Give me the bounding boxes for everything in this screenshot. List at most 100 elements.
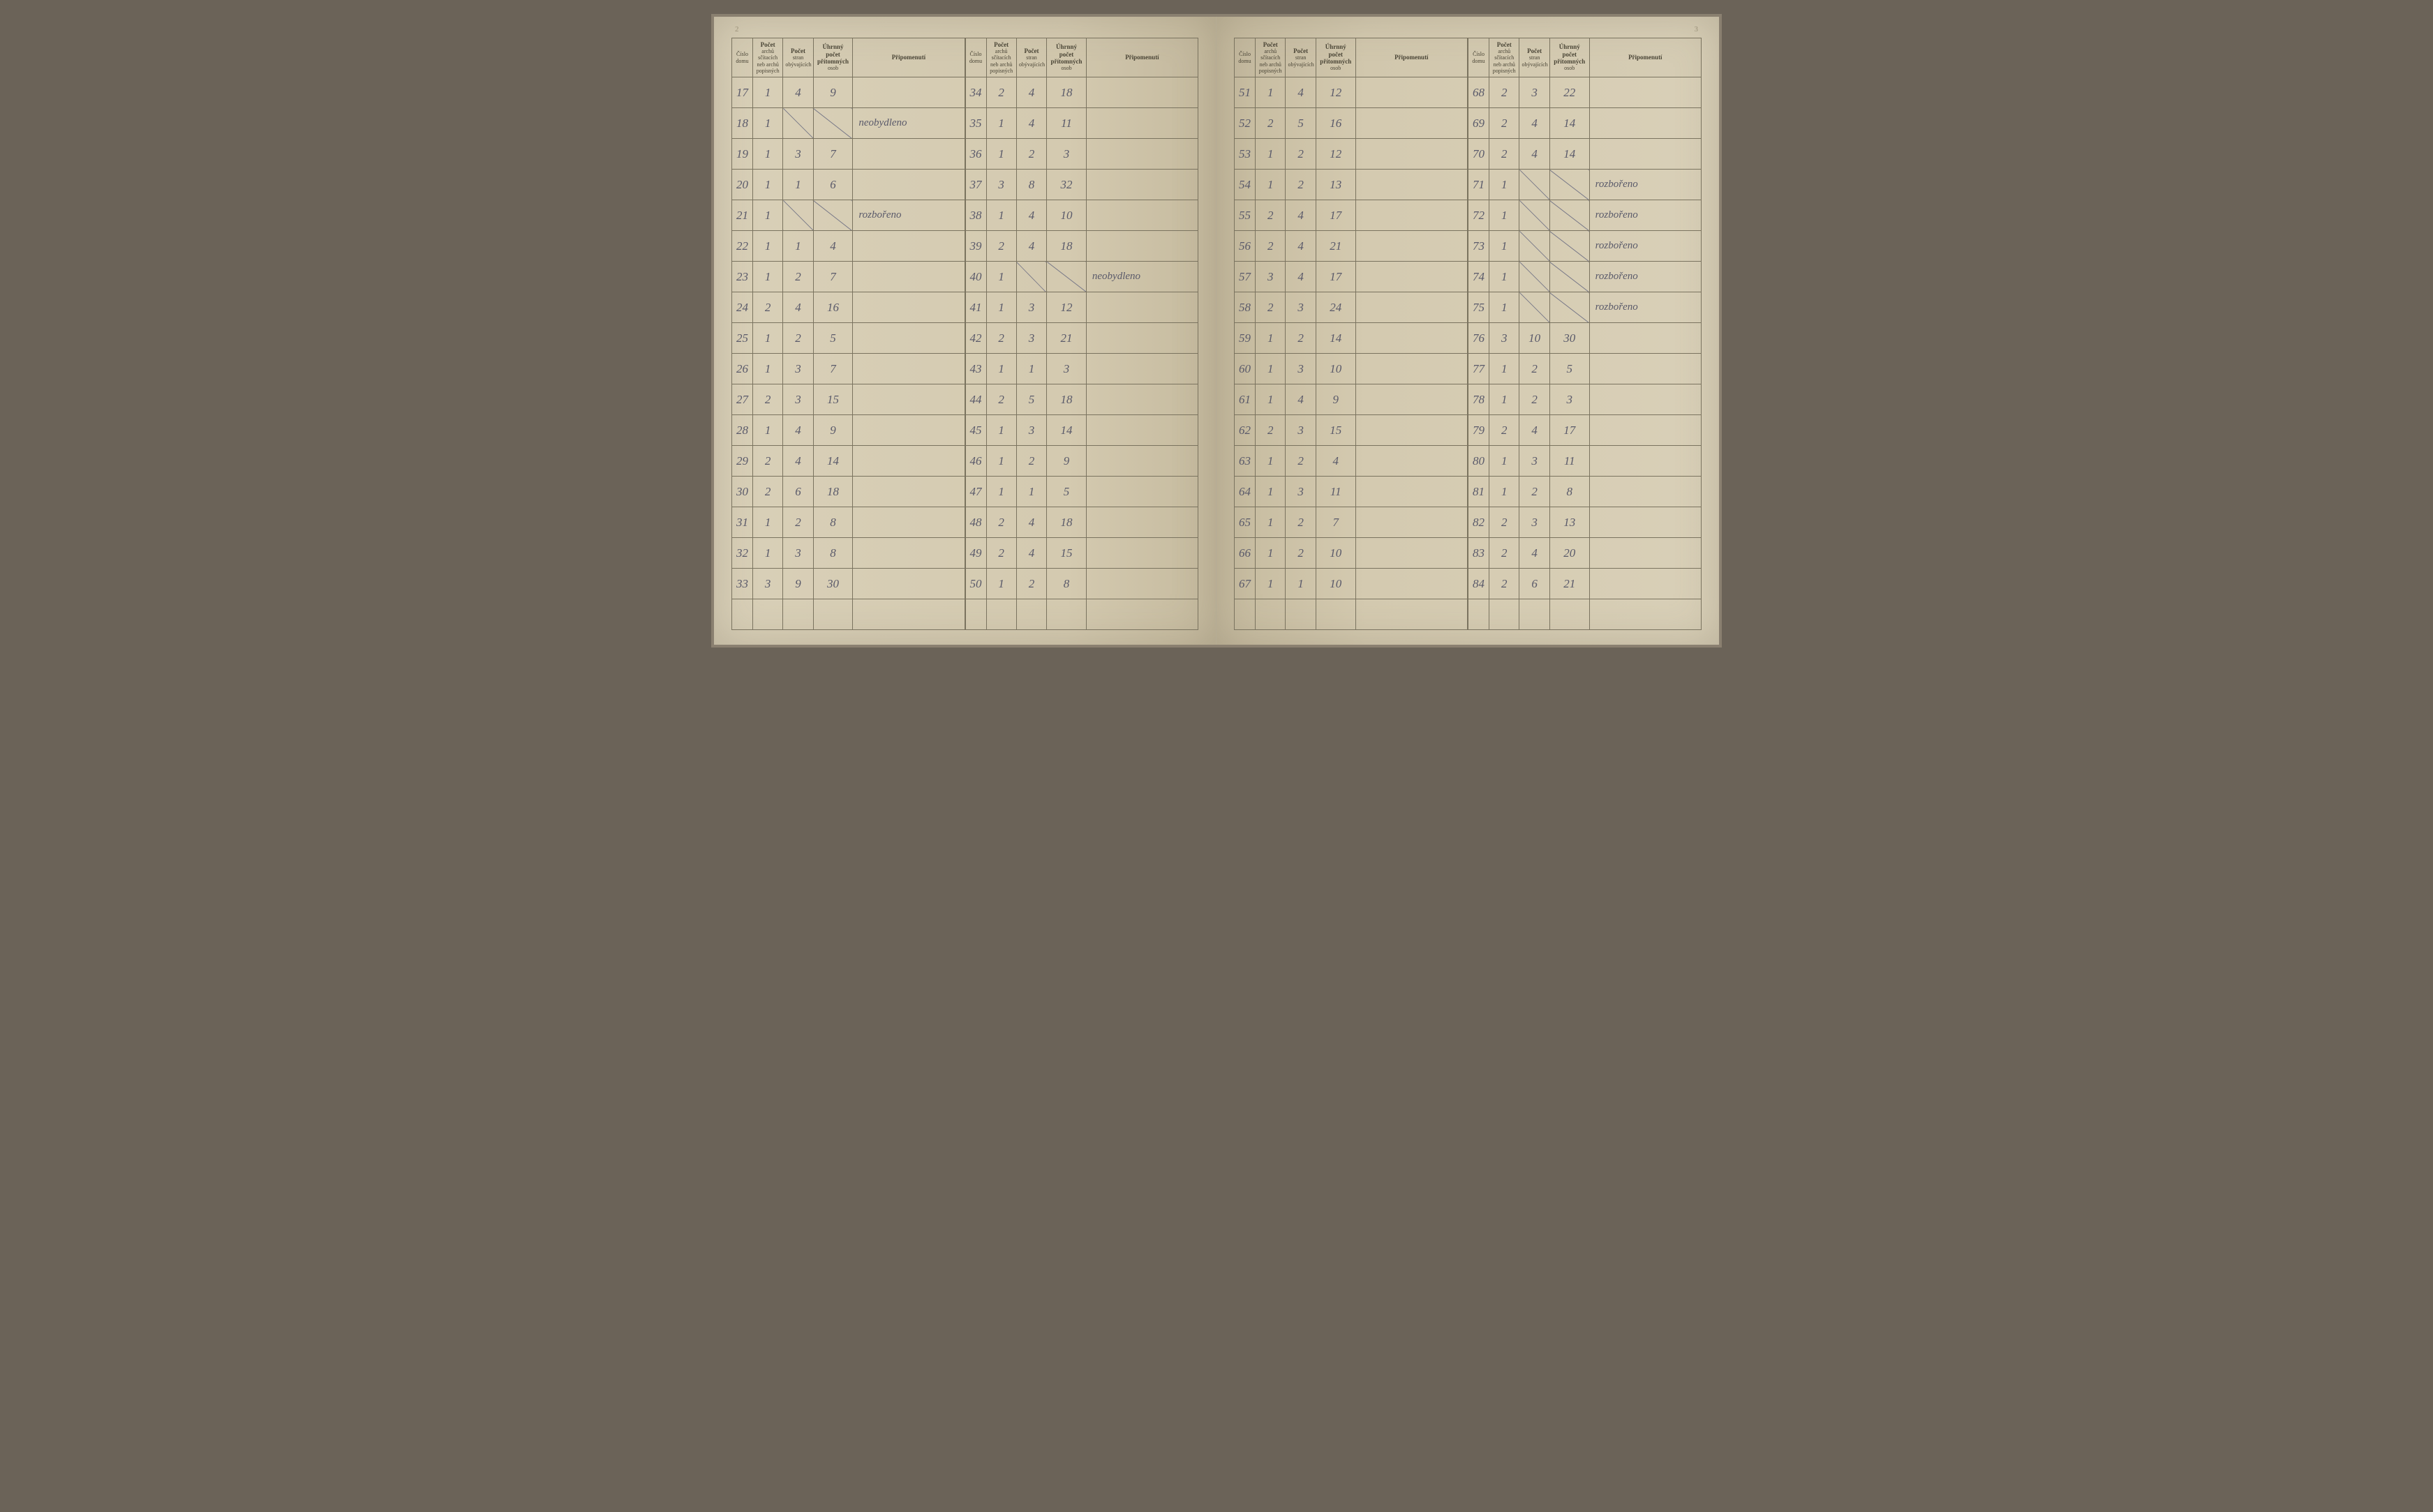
column-header: Početstran obývajících [1519,38,1549,77]
table-cell [1519,170,1549,200]
table-cell [1589,77,1701,108]
table-cell: 18 [1047,77,1087,108]
table-row: 801311 [1468,446,1702,477]
table-row: 32138 [732,538,965,569]
table-cell: 4 [1519,108,1549,139]
table-cell: 19 [732,139,753,170]
table-cell [1086,569,1198,599]
table-cell: 24 [1316,292,1355,323]
table-cell: 2 [783,262,813,292]
table-row: 392418 [965,231,1198,262]
table-cell: 2 [1489,507,1519,538]
table-row: 832420 [1468,538,1702,569]
table-row: 31128 [732,507,965,538]
table-cell: 4 [1016,77,1046,108]
table-cell [1589,446,1701,477]
table-row: 411312 [965,292,1198,323]
table-row: 7631030 [1468,323,1702,354]
table-cell: 3 [1519,446,1549,477]
table-cell: 4 [783,446,813,477]
table-cell: 30 [1549,323,1589,354]
table-cell: 2 [986,231,1016,262]
column-header: Číslo domu [1468,38,1489,77]
table-cell: 32 [1047,170,1087,200]
table-cell: 4 [783,292,813,323]
table-cell: 15 [1316,415,1355,446]
table-cell: 3 [986,170,1016,200]
table-cell: 8 [1549,477,1589,507]
table-cell: 74 [1468,262,1489,292]
table-row: 401neobydleno [965,262,1198,292]
left-page: 2 Číslo domuPočetarchů sčítacích neb arc… [714,17,1216,645]
table-cell [1047,599,1087,630]
table-cell: 4 [1016,200,1046,231]
table-row: 46129 [965,446,1198,477]
table-cell [1256,599,1286,630]
table-cell: 32 [732,538,753,569]
table-cell [1355,415,1467,446]
table-cell [1589,569,1701,599]
table-cell: 16 [813,292,853,323]
table-cell: 1 [1256,538,1286,569]
table-row: 181neobydleno [732,108,965,139]
table-row: 692414 [1468,108,1702,139]
table-cell [1589,415,1701,446]
table-cell: 4 [1286,77,1316,108]
table-cell: 4 [783,415,813,446]
table-cell: 83 [1468,538,1489,569]
table-cell: 3 [1286,354,1316,384]
table-cell: 1 [753,262,783,292]
table-cell [853,170,965,200]
table-row: 731rozbořeno [1468,231,1702,262]
table-cell: 1 [1489,292,1519,323]
table-cell: 18 [1047,507,1087,538]
table-cell [853,262,965,292]
table-cell: 4 [1016,507,1046,538]
column-header: Číslo domu [1235,38,1256,77]
table-cell [1355,323,1467,354]
table-cell: neobydleno [1086,262,1198,292]
table-row: 682322 [1468,77,1702,108]
table-cell: 1 [1256,77,1286,108]
table-cell: 12 [1316,77,1355,108]
census-table-2: Číslo domuPočetarchů sčítacích neb archů… [965,38,1199,630]
table-cell: 2 [783,507,813,538]
table-cell: 3 [1016,323,1046,354]
table-cell [1589,139,1701,170]
table-row: 451314 [965,415,1198,446]
table-cell [1355,200,1467,231]
column-header: Připomenutí [1086,38,1198,77]
table-cell: 65 [1235,507,1256,538]
table-cell: 2 [753,477,783,507]
table-cell: 77 [1468,354,1489,384]
table-cell: 1 [753,200,783,231]
table-cell [1086,323,1198,354]
table-cell: 30 [813,569,853,599]
table-cell: 2 [1489,139,1519,170]
table-cell [986,599,1016,630]
table-row: 422321 [965,323,1198,354]
table-cell: neobydleno [853,108,965,139]
column-header: Početstran obývajících [1286,38,1316,77]
table-cell: 1 [986,292,1016,323]
table-cell: 3 [1047,354,1087,384]
table-cell: 2 [1489,569,1519,599]
table-cell: 55 [1235,200,1256,231]
column-header: Úhrnný počet přítomnýchosob [813,38,853,77]
table-row: 842621 [1468,569,1702,599]
table-cell: 3 [783,354,813,384]
table-cell: 2 [1519,354,1549,384]
table-cell: 1 [1489,170,1519,200]
table-cell: 3 [783,538,813,569]
table-cell [1355,538,1467,569]
table-cell: 61 [1235,384,1256,415]
table-cell [853,569,965,599]
table-cell: 67 [1235,569,1256,599]
table-row: 531212 [1235,139,1468,170]
table-cell: 2 [1256,200,1286,231]
table-cell [1086,292,1198,323]
table-cell: 1 [986,569,1016,599]
table-cell [813,599,853,630]
table-cell: 82 [1468,507,1489,538]
table-cell: 81 [1468,477,1489,507]
